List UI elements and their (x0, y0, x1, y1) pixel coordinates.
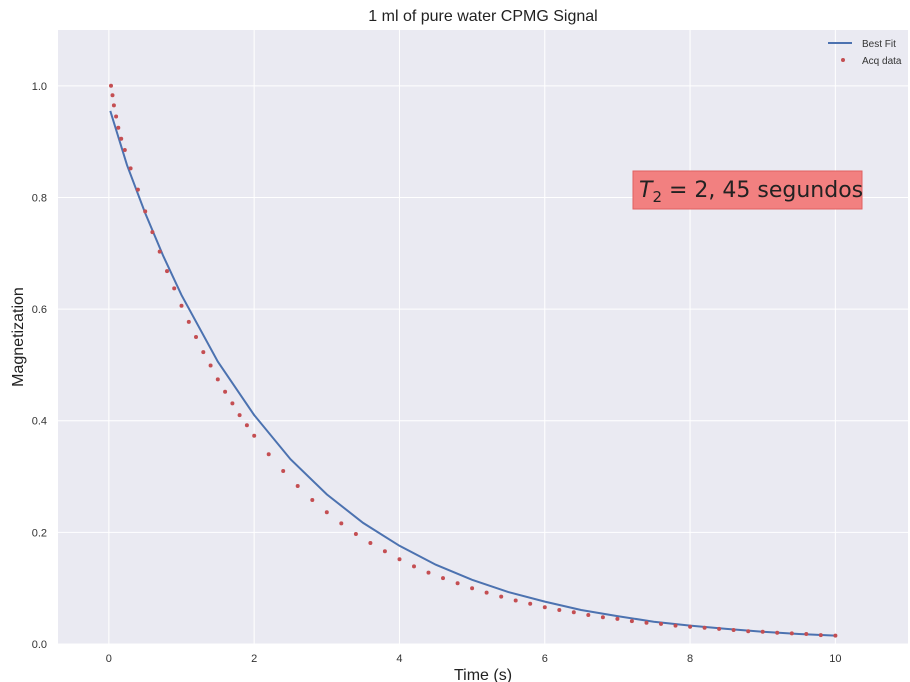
acq-data-point (659, 621, 663, 626)
acq-data-point (644, 620, 649, 625)
acq-data-point (353, 532, 358, 536)
x-tick-label: 0 (106, 653, 112, 665)
acq-data-point (116, 125, 121, 130)
acq-data-point (172, 286, 177, 291)
acq-data-point (110, 93, 115, 98)
acq-data-point (339, 521, 344, 526)
acq-data-point (441, 576, 445, 581)
acq-data-point (412, 564, 416, 569)
best-fit-line (109, 110, 836, 637)
y-tick-label: 0.6 (32, 304, 47, 316)
plot-area (58, 30, 908, 644)
acq-data-point (484, 590, 489, 595)
acq-data-point (688, 624, 693, 629)
acq-data-point (629, 619, 634, 624)
acq-data-point (746, 629, 751, 634)
acq-data-point (150, 230, 155, 235)
acq-data-point (775, 630, 780, 635)
acq-data-point (731, 628, 736, 632)
annotation-symbol: T (639, 178, 654, 203)
acq-data-point (717, 626, 722, 631)
tick-labels: 0 2 4 6 8 10 0.0 0.2 0.4 0.6 0.8 1.0 (32, 81, 842, 665)
chart-title: 1 ml of pure water CPMG Signal (368, 8, 597, 25)
acq-data-point (600, 615, 605, 620)
acq-data-point (528, 601, 533, 606)
acq-data-point (128, 166, 133, 171)
x-tick-label: 10 (829, 653, 841, 665)
acq-data-point (702, 625, 707, 630)
acq-data-point (673, 623, 678, 628)
acq-data-point (266, 452, 271, 457)
acq-data-point (382, 549, 387, 554)
annotation-subscript: 2 (652, 188, 662, 206)
acq-data-point (157, 249, 162, 254)
acq-data-point (114, 114, 119, 119)
annotation-text: T2 = 2, 45 segundos (639, 178, 863, 206)
acq-data-point (208, 363, 213, 368)
y-axis-label: Magnetization (10, 287, 27, 387)
acq-data-point (455, 581, 460, 586)
x-tick-label: 8 (687, 653, 693, 665)
y-tick-label: 0.0 (32, 639, 47, 651)
acq-data-point (760, 629, 765, 634)
y-tick-label: 0.8 (32, 192, 47, 204)
acq-data-point (122, 148, 127, 152)
acq-data-point (165, 269, 169, 274)
acq-data-point (499, 594, 504, 599)
acq-data-point (109, 83, 113, 88)
acq-data-point (310, 498, 315, 502)
acq-data-point (201, 350, 206, 355)
acq-data-point (571, 610, 576, 615)
acq-data-point (470, 586, 475, 591)
acq-data-point (557, 608, 562, 612)
acq-data-point (186, 319, 191, 324)
t2-annotation: T2 = 2, 45 segundos (632, 170, 863, 210)
annotation-value: = 2, 45 segundos (662, 178, 863, 203)
acq-data-point (368, 541, 373, 545)
acq-data-point (230, 401, 235, 406)
acq-data-point (324, 510, 329, 515)
x-tick-label: 2 (251, 653, 257, 665)
y-tick-label: 0.4 (32, 416, 47, 428)
acq-data-point (586, 613, 591, 617)
y-tick-label: 0.2 (32, 527, 47, 539)
acq-data-point (223, 389, 228, 394)
annotation-box (632, 170, 863, 210)
acq-data-point (833, 633, 838, 638)
legend: Best Fit Acq data (828, 39, 902, 67)
acq-data-point (244, 423, 249, 428)
x-tick-label: 6 (542, 653, 548, 665)
legend-dot-marker (841, 58, 845, 62)
acq-data-point (215, 377, 220, 382)
acq-data-point (804, 632, 809, 636)
series-layer (109, 83, 838, 638)
acq-data-point (818, 633, 823, 638)
acq-data-point (119, 136, 124, 141)
acq-data-point (542, 605, 547, 610)
acq-data-point (135, 187, 140, 192)
acq-data-point (295, 484, 300, 488)
acq-data-point (194, 335, 198, 339)
acq-data-point (789, 631, 794, 636)
legend-label-acq-data: Acq data (862, 56, 902, 67)
acq-data-point (252, 433, 257, 438)
acq-data-point (426, 570, 431, 575)
acq-data-point (111, 103, 116, 108)
acq-data-point (615, 616, 620, 621)
acq-data-point (397, 557, 402, 562)
acq-data-point (179, 303, 184, 308)
y-tick-label: 1.0 (32, 81, 47, 93)
grid-lines (58, 30, 908, 645)
acq-data-point (143, 209, 148, 214)
acq-data-point (237, 413, 242, 418)
x-tick-label: 4 (396, 653, 402, 665)
acq-data-point (513, 598, 518, 603)
acq-data-point (281, 469, 286, 473)
legend-label-best-fit: Best Fit (862, 39, 896, 50)
x-axis-label: Time (s) (454, 667, 512, 682)
